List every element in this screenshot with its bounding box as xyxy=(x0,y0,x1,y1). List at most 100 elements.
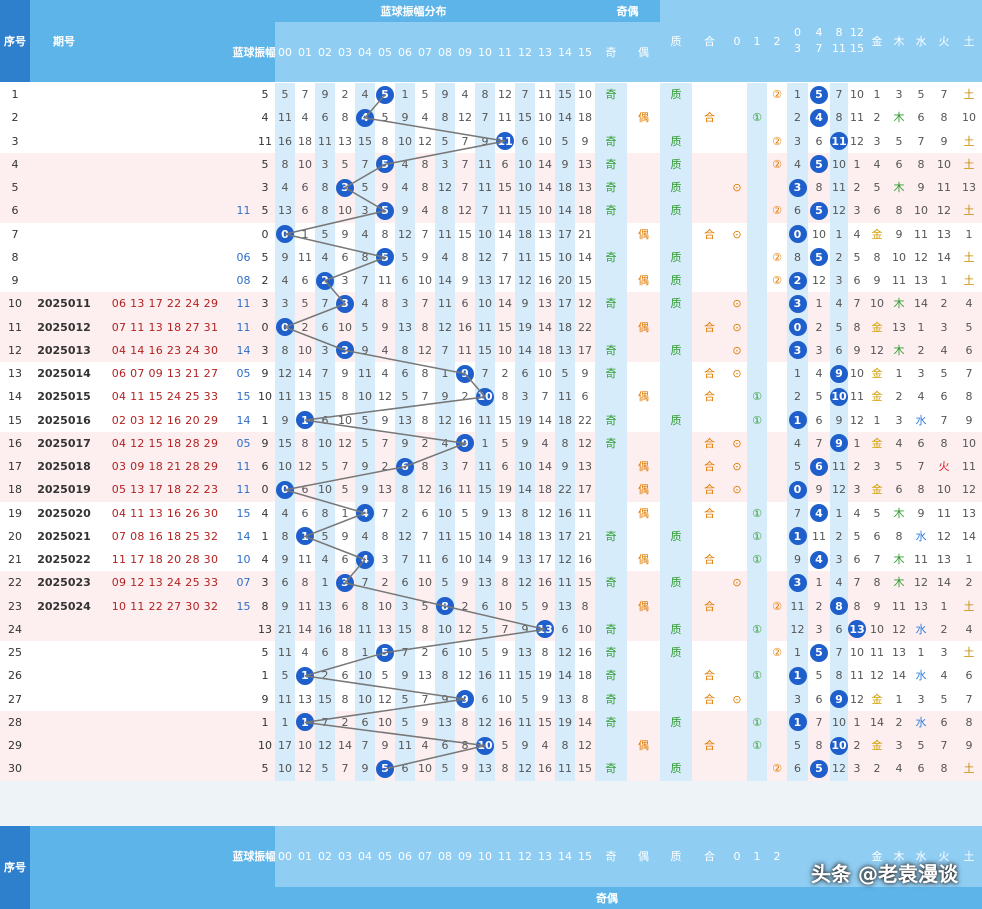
row-seq: 28 xyxy=(8,715,22,729)
amp-cell-7: 8 xyxy=(421,181,429,195)
amp-cell-3: 1 xyxy=(341,506,349,520)
row-even xyxy=(627,199,660,222)
row-composite xyxy=(692,153,727,176)
amp-cell-12: 13 xyxy=(515,548,535,572)
group-cell-1: 3 xyxy=(815,343,823,357)
header-group-1: 4 7 xyxy=(808,0,830,82)
row-odd: 奇 xyxy=(595,83,627,107)
header-amp-col-05: 05 xyxy=(375,22,395,82)
row-composite: 合 xyxy=(704,390,715,404)
row-odd: 奇 xyxy=(595,571,627,595)
group-cell-1: 5 xyxy=(808,83,830,106)
footer-odd: 奇 xyxy=(595,826,627,887)
row-element-3: 12 xyxy=(937,529,951,543)
row-issue: 2025019 xyxy=(37,483,91,497)
row-element-3: 12 xyxy=(937,204,951,218)
amp-cell-9: 7 xyxy=(461,134,469,148)
row-seq: 25 xyxy=(8,646,22,660)
row-element-3: 7 xyxy=(940,88,948,102)
amp-cell-13: 14 xyxy=(538,181,552,195)
row-blue-ball xyxy=(232,618,255,641)
group-cell-1: 4 xyxy=(815,367,823,381)
group-cell-1: 8 xyxy=(815,181,823,195)
amp-cell-9: 12 xyxy=(458,204,472,218)
row-prime xyxy=(660,315,692,339)
row-blue-ball: 05 xyxy=(236,367,251,381)
row-even xyxy=(627,292,660,315)
amp-cell-8: 6 xyxy=(435,548,455,572)
amp-cell-14: 17 xyxy=(555,292,575,316)
amp-cell-4: 8 xyxy=(355,245,375,269)
amp-cell-6: 3 xyxy=(395,292,415,316)
amp-cell-11: 10 xyxy=(498,599,512,613)
row-even xyxy=(627,153,660,176)
amp-cell-2: 5 xyxy=(315,222,335,246)
row-even xyxy=(627,641,660,664)
row-issue: 2025016 xyxy=(37,413,91,427)
amp-cell-15: 9 xyxy=(581,134,589,148)
amp-cell-14: 8 xyxy=(555,431,575,455)
amp-cell-7: 12 xyxy=(418,134,432,148)
amp-cell-1: 11 xyxy=(298,599,312,613)
amp-cell-10: 7 xyxy=(475,106,495,130)
amp-cell-13: 4 xyxy=(541,436,549,450)
amp-cell-7: 9 xyxy=(421,715,429,729)
amp-cell-9: 6 xyxy=(461,297,469,311)
row-issue xyxy=(30,618,98,641)
row-element-1: 5 xyxy=(895,134,903,148)
group-cell-2: 7 xyxy=(830,641,848,665)
row-mod-0: ⊙ xyxy=(732,181,742,195)
hit-ball: 3 xyxy=(336,178,354,197)
amp-cell-9: 15 xyxy=(458,529,472,543)
amp-cell-2: 15 xyxy=(315,385,335,409)
row-mod-0: ⊙ xyxy=(732,436,742,450)
row-amplitude: 3 xyxy=(261,181,269,195)
row-composite: 合 xyxy=(704,111,715,125)
amp-cell-11: 8 xyxy=(501,762,509,776)
row-red-numbers xyxy=(98,199,232,222)
group-cell-1: 5 xyxy=(808,641,830,664)
amp-cell-0: 15 xyxy=(275,431,295,455)
row-composite: 合 xyxy=(704,692,715,706)
group-cell-2: 10 xyxy=(830,710,848,734)
amp-cell-0: 21 xyxy=(275,617,295,641)
amp-cell-0: 0 xyxy=(275,222,295,246)
row-composite: 合 xyxy=(704,599,715,613)
group-cell-2: 8 xyxy=(830,664,848,688)
row-prime xyxy=(660,222,692,246)
row-element-0: 11 xyxy=(870,646,884,660)
row-prime xyxy=(660,455,692,479)
hit-ball: 5 xyxy=(376,85,394,104)
row-amplitude: 9 xyxy=(261,692,269,706)
amp-cell-0: 1 xyxy=(275,710,295,734)
row-prime: 质 xyxy=(660,408,692,432)
amp-cell-8: 8 xyxy=(435,594,455,618)
amp-cell-13: 14 xyxy=(538,157,552,171)
header-dist-title: 蓝球振幅分布 xyxy=(232,0,595,22)
row-mod-0 xyxy=(727,618,747,641)
footer-mod-2: 2 xyxy=(767,826,787,887)
amp-cell-15: 6 xyxy=(581,390,589,404)
group-cell-1: 2 xyxy=(815,320,823,334)
row-red-numbers: 07 08 16 18 25 32 xyxy=(111,529,219,543)
group-cell-2: 2 xyxy=(830,245,848,269)
amp-cell-3: 10 xyxy=(338,413,352,427)
amp-cell-11: 9 xyxy=(501,646,509,660)
amp-cell-5: 3 xyxy=(381,553,389,567)
group-ball: 9 xyxy=(830,690,848,709)
row-issue xyxy=(30,83,98,106)
watermark: 头条 @老袁漫谈 xyxy=(811,862,958,886)
header-odd: 奇 xyxy=(595,22,627,82)
header-amp-col-08: 08 xyxy=(435,22,455,82)
group-ball: 9 xyxy=(830,434,848,453)
header-issue[interactable]: 期号 xyxy=(30,0,98,82)
row-red-numbers: 03 09 18 21 28 29 xyxy=(111,460,219,474)
group-ball: 4 xyxy=(810,550,828,569)
amp-cell-3: 3 xyxy=(335,339,355,362)
row-amplitude: 13 xyxy=(258,622,272,636)
row-red-numbers xyxy=(98,734,232,757)
row-odd xyxy=(595,594,627,618)
amp-cell-13: 10 xyxy=(538,204,552,218)
row-element-1: 1 xyxy=(895,692,903,706)
amp-cell-14: 12 xyxy=(555,548,575,572)
